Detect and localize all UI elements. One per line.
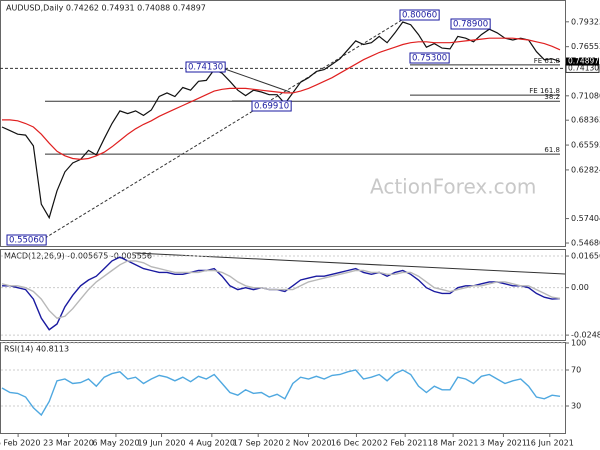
y-tick-label: 0.57404 bbox=[571, 214, 600, 223]
annotation-label: 0.74130 bbox=[188, 63, 223, 73]
x-tick-label: 6 Feb 2020 bbox=[0, 439, 40, 448]
annotation-label: 0.69910 bbox=[254, 102, 289, 112]
level-label: 61.8 bbox=[544, 146, 560, 154]
annotation-box bbox=[450, 18, 491, 30]
y-tick-label: 0.76553 bbox=[571, 42, 600, 51]
axis-price-label: 0.74130 bbox=[568, 63, 599, 72]
annotation-label: 0.78900 bbox=[453, 20, 488, 30]
trend-line bbox=[44, 11, 416, 239]
y-tick-label: 100 bbox=[571, 339, 586, 348]
x-tick-label: 16 Jun 2021 bbox=[526, 439, 574, 448]
last-price-box bbox=[566, 57, 599, 66]
annotation-box bbox=[6, 234, 47, 246]
level-label: 38.2 bbox=[544, 93, 560, 101]
x-tick-label: 2 Nov 2020 bbox=[285, 439, 331, 448]
price-panel bbox=[0, 0, 566, 247]
x-tick-label: 23 Mar 2020 bbox=[43, 439, 94, 448]
annotation-box bbox=[409, 52, 450, 64]
x-tick-label: 16 Dec 2020 bbox=[331, 439, 382, 448]
macd-panel bbox=[0, 249, 566, 341]
annotation-box bbox=[399, 9, 440, 21]
y-tick-label: 70 bbox=[571, 366, 581, 375]
watermark: ActionForex.com bbox=[370, 175, 536, 199]
last-price-label: 0.74897 bbox=[568, 57, 599, 66]
y-tick-label: 0.62824 bbox=[571, 165, 600, 174]
y-tick-label: 30 bbox=[571, 402, 581, 411]
y-tick-label: 0.79323 bbox=[571, 17, 600, 26]
trend-line bbox=[221, 67, 291, 93]
series-line bbox=[2, 256, 561, 331]
x-tick-label: 2 Feb 2021 bbox=[383, 439, 428, 448]
chart-title: AUDUSD,Daily 0.74262 0.74931 0.74088 0.7… bbox=[6, 4, 206, 13]
y-tick-label: 0.016567 bbox=[571, 252, 600, 261]
annotation-label: 0.55060 bbox=[9, 236, 44, 246]
y-tick-label: 0.68363 bbox=[571, 116, 600, 125]
x-tick-label: 18 Mar 2021 bbox=[428, 439, 479, 448]
x-tick-label: 6 May 2020 bbox=[92, 439, 139, 448]
series-line bbox=[1, 21, 561, 220]
x-tick-label: 4 Aug 2020 bbox=[189, 439, 235, 448]
annotation-label: 0.75300 bbox=[412, 54, 447, 64]
series-line bbox=[2, 37, 561, 161]
series-line bbox=[1, 260, 561, 319]
level-label: FE 61.8 bbox=[534, 57, 560, 65]
y-tick-label: -0.02484 bbox=[571, 331, 600, 340]
x-tick-label: 17 Sep 2020 bbox=[233, 439, 284, 448]
x-tick-label: 19 Jun 2020 bbox=[137, 439, 185, 448]
rsi-panel bbox=[0, 342, 566, 434]
annotation-label: 0.80060 bbox=[402, 11, 437, 21]
y-tick-label: 0.65593 bbox=[571, 141, 600, 150]
y-tick-label: 0.00 bbox=[571, 283, 589, 292]
series-line bbox=[1, 369, 561, 417]
annotation-box bbox=[185, 61, 226, 73]
x-tick-label: 3 May 2021 bbox=[480, 439, 527, 448]
level-label: FE 161.8 bbox=[529, 87, 560, 95]
rsi-title: RSI(14) 40.8113 bbox=[4, 345, 69, 354]
annotation-box bbox=[251, 100, 292, 112]
